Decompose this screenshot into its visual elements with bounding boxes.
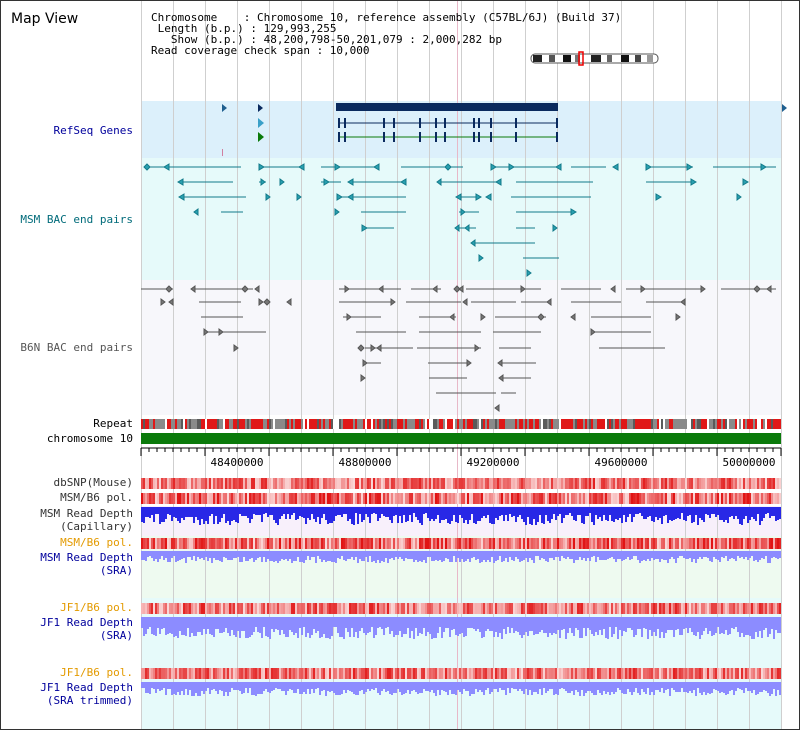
axis-tick-marks	[140, 448, 782, 456]
track-label-jf1-depth-trim-2: (SRA trimmed)	[46, 694, 133, 707]
axis-tick-label: 48400000	[210, 456, 264, 469]
track-label-msm-bac[interactable]: MSM BAC end pairs	[20, 213, 133, 226]
track-label-jf1-pol2[interactable]: JF1/B6 pol.	[60, 666, 133, 679]
track-label-b6n-bac[interactable]: B6N BAC end pairs	[20, 341, 133, 354]
track-label-refseq[interactable]: RefSeq Genes	[53, 124, 133, 137]
show-key: Show (b.p.)	[170, 33, 244, 46]
coverage-span: Read coverage check span : 10,000	[151, 44, 370, 57]
track-label-chromosome: chromosome 10	[46, 432, 133, 445]
msm-pol-track[interactable]	[141, 493, 781, 504]
track-label-repeat: Repeat	[93, 417, 133, 430]
chromosome-value: : Chromosome 10, reference assembly (C57…	[243, 11, 622, 24]
jf1-pol2-track[interactable]	[141, 668, 781, 679]
axis-tick-label: 50000000	[722, 456, 776, 469]
track-label-msm-depth-sra-2: (SRA)	[99, 564, 133, 577]
msm-pol2-track[interactable]	[141, 538, 781, 549]
msm-bac-pairs[interactable]	[143, 163, 776, 277]
region-info: Chromosome : Chromosome 10, reference as…	[151, 12, 621, 56]
length-key: Length (b.p.)	[157, 22, 244, 35]
track-label-msm-depth-cap-2: (Capillary)	[60, 520, 133, 533]
show-value: : 48,200,798-50,201,079 : 2,000,282 bp	[250, 33, 503, 46]
chromosome-bar[interactable]	[141, 433, 781, 444]
track-label-dbsnp[interactable]: dbSNP(Mouse)	[53, 476, 133, 489]
axis-tick-label: 48800000	[338, 456, 392, 469]
track-label-jf1-depth-sra-1[interactable]: JF1 Read Depth	[40, 616, 133, 629]
track-label-jf1-pol[interactable]: JF1/B6 pol.	[60, 601, 133, 614]
chromosome-ideogram[interactable]	[530, 51, 659, 66]
dbsnp-track[interactable]	[141, 478, 781, 489]
length-value: : 129,993,255	[250, 22, 337, 35]
page-title: Map View	[11, 11, 79, 27]
b6n-bac-pairs[interactable]	[141, 285, 776, 412]
jf1-pol-track[interactable]	[141, 603, 781, 614]
msm-depth-capillary[interactable]	[141, 507, 781, 525]
jf1-depth-trimmed[interactable]	[141, 682, 781, 696]
chromosome-key: Chromosome	[151, 11, 218, 24]
axis-tick-label: 49600000	[594, 456, 648, 469]
track-label-msm-pol2[interactable]: MSM/B6 pol.	[60, 536, 133, 549]
track-label-jf1-depth-trim-1[interactable]: JF1 Read Depth	[40, 681, 133, 694]
axis-tick-label: 49200000	[466, 456, 520, 469]
track-label-msm-depth-sra-1[interactable]: MSM Read Depth	[40, 551, 133, 564]
jf1-depth-sra[interactable]	[141, 617, 781, 639]
track-label-msm-pol[interactable]: MSM/B6 pol.	[60, 491, 133, 504]
msm-depth-sra[interactable]	[141, 551, 781, 563]
refseq-genes[interactable]	[222, 103, 787, 156]
track-label-jf1-depth-sra-2: (SRA)	[99, 629, 133, 642]
repeat-track[interactable]	[141, 419, 781, 429]
track-label-msm-depth-cap-1[interactable]: MSM Read Depth	[40, 507, 133, 520]
